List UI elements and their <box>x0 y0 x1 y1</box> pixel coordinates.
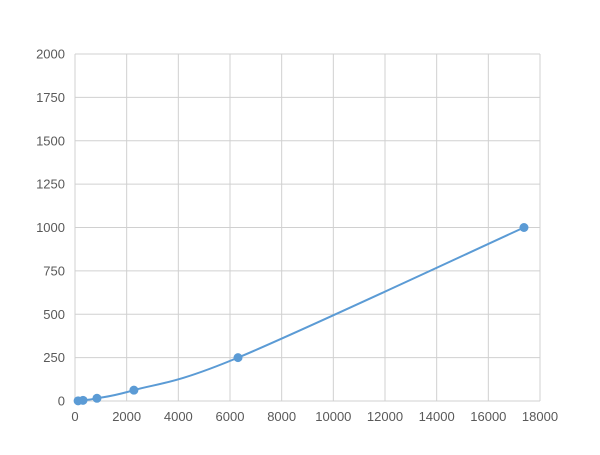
y-tick-label: 1500 <box>36 133 65 148</box>
x-tick-label: 2000 <box>112 409 141 424</box>
y-tick-label: 500 <box>43 307 65 322</box>
y-tick-label: 1000 <box>36 220 65 235</box>
x-tick-label: 16000 <box>470 409 506 424</box>
y-tick-label: 0 <box>58 394 65 409</box>
grid <box>74 53 541 402</box>
data-point <box>92 393 102 403</box>
y-tick-label: 750 <box>43 263 65 278</box>
x-tick-label: 6000 <box>216 409 245 424</box>
x-tick-label: 12000 <box>367 409 403 424</box>
x-tick-label: 8000 <box>267 409 296 424</box>
x-tick-label: 4000 <box>164 409 193 424</box>
data-point <box>519 223 529 232</box>
data-point <box>78 395 88 405</box>
x-tick-label: 18000 <box>522 409 558 424</box>
y-tick-label: 1250 <box>36 177 65 192</box>
y-axis-ticks: 0 250 500 750 1000 1250 1500 1750 2000 <box>36 47 65 409</box>
x-axis-ticks: 0 2000 4000 6000 8000 10000 12000 14000 16000 180… <box>71 409 558 424</box>
y-tick-label: 250 <box>43 350 65 365</box>
y-tick-label: 1750 <box>36 90 65 105</box>
data-point <box>233 353 243 363</box>
data-point <box>129 385 139 395</box>
series <box>73 223 529 406</box>
y-tick-label: 2000 <box>36 47 65 62</box>
x-tick-label: 0 <box>71 409 78 424</box>
x-tick-label: 14000 <box>419 409 455 424</box>
x-tick-label: 10000 <box>315 409 351 424</box>
